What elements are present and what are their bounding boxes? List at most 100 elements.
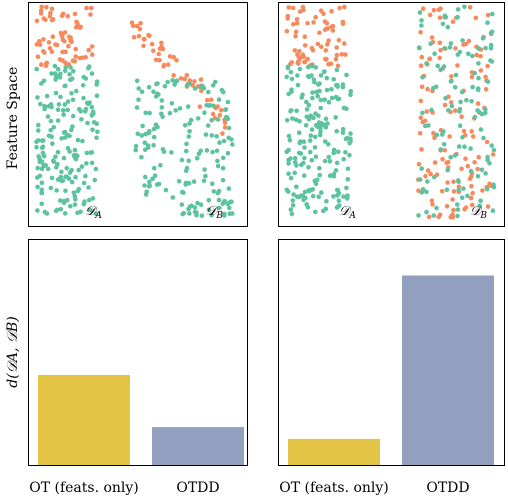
scatter-point xyxy=(480,36,486,41)
scatter-point xyxy=(418,115,424,121)
scatter-point xyxy=(321,11,326,17)
scatter-point xyxy=(466,51,471,57)
scatter-point xyxy=(153,57,159,63)
scatter-point xyxy=(472,160,477,165)
scatter-point xyxy=(151,126,157,132)
scatter-point xyxy=(304,99,309,105)
scatter-point xyxy=(334,205,340,210)
scatter-point xyxy=(294,108,299,114)
dataset-label-a-sub: A xyxy=(348,211,356,221)
dataset-label-a: 𝒟A xyxy=(85,204,102,221)
scatter-point xyxy=(288,175,294,181)
scatter-point xyxy=(230,211,235,216)
panel-frame xyxy=(28,239,248,466)
scatter-point xyxy=(141,37,147,42)
scatter-point xyxy=(334,128,340,134)
scatter-point xyxy=(73,174,78,180)
panel-frame xyxy=(278,2,505,227)
scatter-point xyxy=(288,207,294,212)
scatter-point xyxy=(306,74,312,79)
scatter-point xyxy=(345,166,351,172)
scatter-point xyxy=(90,127,95,133)
scatter-point xyxy=(292,156,298,161)
scatter-point xyxy=(462,144,467,149)
scatter-point xyxy=(317,30,322,36)
scatter-point xyxy=(203,132,209,137)
scatter-point xyxy=(215,117,221,122)
scatter-point xyxy=(89,160,95,166)
scatter-point xyxy=(89,113,95,118)
scatter-point xyxy=(58,174,64,180)
scatter-point xyxy=(81,180,87,186)
scatter-point xyxy=(305,20,310,26)
scatter-point xyxy=(312,178,318,184)
scatter-point xyxy=(467,5,473,10)
scatter-point xyxy=(48,127,53,133)
dataset-label-a-name: 𝒟 xyxy=(339,204,352,219)
scatter-point xyxy=(286,5,292,10)
scatter-point xyxy=(453,72,459,78)
scatter-point xyxy=(335,149,341,155)
scatter-point xyxy=(313,154,319,159)
scatter-point xyxy=(198,77,204,82)
scatter-point xyxy=(428,41,433,46)
scatter-point xyxy=(310,47,316,53)
scatter-point xyxy=(326,38,331,43)
scatter-point xyxy=(485,12,491,18)
scatter-point xyxy=(204,148,210,153)
scatter-point xyxy=(291,192,296,197)
scatter-point xyxy=(334,45,340,50)
dataset-label-b-name: 𝒟 xyxy=(470,204,483,219)
scatter-points xyxy=(284,4,497,220)
scatter-point xyxy=(90,196,96,201)
scatter-point xyxy=(142,147,148,153)
scatter-point xyxy=(70,58,76,63)
scatter-point xyxy=(302,34,308,39)
scatter-point xyxy=(478,68,484,73)
scatter-point xyxy=(289,87,294,92)
scatter-point xyxy=(326,154,332,160)
dataset-label-b-sub: B xyxy=(215,211,223,221)
scatter-point xyxy=(417,10,423,15)
scatter-point xyxy=(60,11,66,17)
scatter-point xyxy=(59,136,64,141)
scatter-point xyxy=(461,128,467,134)
scatter-point xyxy=(455,14,460,20)
scatter-point xyxy=(197,104,203,109)
scatter-point xyxy=(302,155,307,161)
scatter-point xyxy=(176,179,182,184)
scatter-point xyxy=(469,202,475,208)
scatter-point xyxy=(318,97,324,103)
scatter-point xyxy=(429,35,435,40)
scatter-point xyxy=(192,205,198,210)
scatter-point xyxy=(451,189,457,194)
scatter-point xyxy=(483,45,488,51)
scatter-point xyxy=(159,40,164,46)
scatter-point xyxy=(227,205,232,211)
scatter-point xyxy=(68,65,73,70)
scatter-point xyxy=(40,138,45,143)
scatter-point xyxy=(429,198,435,203)
scatter-point xyxy=(288,69,294,75)
scatter-point xyxy=(62,68,68,74)
scatter-point xyxy=(187,211,192,216)
scatter-point xyxy=(51,159,57,164)
scatter-point xyxy=(301,173,307,178)
scatter-point xyxy=(138,20,143,26)
scatter-point xyxy=(301,139,307,144)
scatter-point xyxy=(149,41,155,47)
scatter-point xyxy=(217,140,222,145)
scatter-point xyxy=(449,100,454,105)
scatter-point xyxy=(54,188,59,193)
scatter-point xyxy=(319,44,324,50)
scatter-point xyxy=(459,114,464,119)
scatter-point xyxy=(143,131,148,137)
scatter-point xyxy=(449,103,455,109)
scatter-point xyxy=(416,161,422,167)
scatter-point xyxy=(468,146,473,151)
scatter-point xyxy=(285,64,291,70)
scatter-point xyxy=(297,66,303,72)
scatter-point xyxy=(209,97,214,103)
scatter-point xyxy=(459,89,465,95)
scatter-point xyxy=(56,102,62,107)
